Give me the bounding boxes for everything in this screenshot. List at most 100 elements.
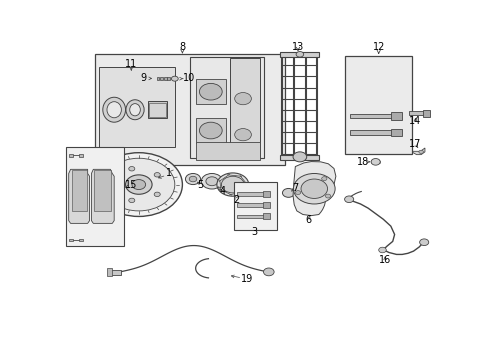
Circle shape xyxy=(201,174,222,189)
Text: 16: 16 xyxy=(378,255,390,265)
Polygon shape xyxy=(409,148,424,155)
Bar xyxy=(233,182,277,230)
Circle shape xyxy=(295,51,303,57)
Bar xyxy=(349,130,393,135)
Text: 10: 10 xyxy=(183,73,195,84)
Text: 1: 1 xyxy=(166,168,172,179)
Circle shape xyxy=(113,183,119,187)
Circle shape xyxy=(292,152,306,162)
Bar xyxy=(408,111,425,115)
Polygon shape xyxy=(375,160,380,163)
Circle shape xyxy=(99,206,104,210)
Bar xyxy=(69,239,73,242)
Circle shape xyxy=(205,177,218,186)
Circle shape xyxy=(378,247,386,253)
Ellipse shape xyxy=(102,97,125,122)
Circle shape xyxy=(321,177,326,181)
Bar xyxy=(99,67,175,147)
Circle shape xyxy=(185,174,200,185)
Bar xyxy=(160,77,163,80)
Circle shape xyxy=(75,195,81,199)
Polygon shape xyxy=(91,169,114,223)
Polygon shape xyxy=(94,170,111,211)
Circle shape xyxy=(199,84,222,100)
Bar xyxy=(390,112,401,120)
Text: 4: 4 xyxy=(219,186,225,196)
Bar xyxy=(164,77,166,80)
Bar xyxy=(69,154,73,157)
Bar xyxy=(263,202,270,208)
Text: 8: 8 xyxy=(179,41,185,51)
Circle shape xyxy=(75,183,81,186)
Circle shape xyxy=(234,129,251,141)
Circle shape xyxy=(419,239,428,246)
Bar xyxy=(237,192,265,195)
Polygon shape xyxy=(68,169,89,223)
Circle shape xyxy=(75,206,81,210)
Text: 5: 5 xyxy=(197,180,203,190)
Circle shape xyxy=(370,158,380,165)
Circle shape xyxy=(295,191,300,194)
Circle shape xyxy=(128,167,135,171)
Bar xyxy=(237,203,265,207)
Bar xyxy=(95,54,284,165)
Text: 13: 13 xyxy=(291,41,304,51)
Bar xyxy=(229,58,260,157)
Circle shape xyxy=(171,76,178,81)
Ellipse shape xyxy=(129,104,140,116)
Circle shape xyxy=(344,196,353,203)
Circle shape xyxy=(293,174,334,204)
Text: 7: 7 xyxy=(292,183,298,193)
Bar xyxy=(390,129,401,136)
Text: 12: 12 xyxy=(372,41,384,51)
Circle shape xyxy=(418,150,423,153)
Circle shape xyxy=(199,122,222,139)
Bar xyxy=(280,52,318,57)
Bar xyxy=(195,118,225,143)
Circle shape xyxy=(282,188,294,197)
Bar xyxy=(280,155,318,159)
Circle shape xyxy=(234,93,251,105)
Circle shape xyxy=(132,180,145,190)
Text: 11: 11 xyxy=(125,59,137,69)
Bar xyxy=(156,77,159,80)
Bar xyxy=(237,215,265,219)
Text: 3: 3 xyxy=(251,227,257,237)
Bar xyxy=(79,239,83,242)
Circle shape xyxy=(154,192,160,197)
Polygon shape xyxy=(370,160,375,163)
Bar xyxy=(167,77,169,80)
Bar xyxy=(106,268,112,276)
Circle shape xyxy=(189,176,196,182)
Bar xyxy=(195,143,260,159)
Bar xyxy=(149,103,165,117)
Polygon shape xyxy=(72,170,87,211)
Text: 6: 6 xyxy=(305,215,311,225)
Circle shape xyxy=(128,198,135,203)
Text: 18: 18 xyxy=(356,157,368,167)
Ellipse shape xyxy=(126,100,144,120)
Bar xyxy=(189,57,264,158)
Bar xyxy=(345,56,411,154)
Circle shape xyxy=(301,179,327,198)
Bar xyxy=(147,102,167,118)
Circle shape xyxy=(102,158,175,211)
Bar xyxy=(263,213,270,220)
Circle shape xyxy=(325,194,330,198)
Bar xyxy=(349,114,393,118)
Ellipse shape xyxy=(107,102,121,118)
Circle shape xyxy=(221,176,244,193)
Circle shape xyxy=(99,183,104,186)
Text: 14: 14 xyxy=(408,116,421,126)
Bar xyxy=(110,270,121,275)
Text: 2: 2 xyxy=(233,195,239,205)
Bar xyxy=(422,110,429,117)
Circle shape xyxy=(217,173,248,196)
Circle shape xyxy=(154,172,160,177)
Bar xyxy=(79,154,83,157)
Bar xyxy=(263,191,270,197)
Circle shape xyxy=(125,175,152,194)
Circle shape xyxy=(99,195,104,199)
Polygon shape xyxy=(292,162,335,216)
Bar xyxy=(65,147,124,246)
